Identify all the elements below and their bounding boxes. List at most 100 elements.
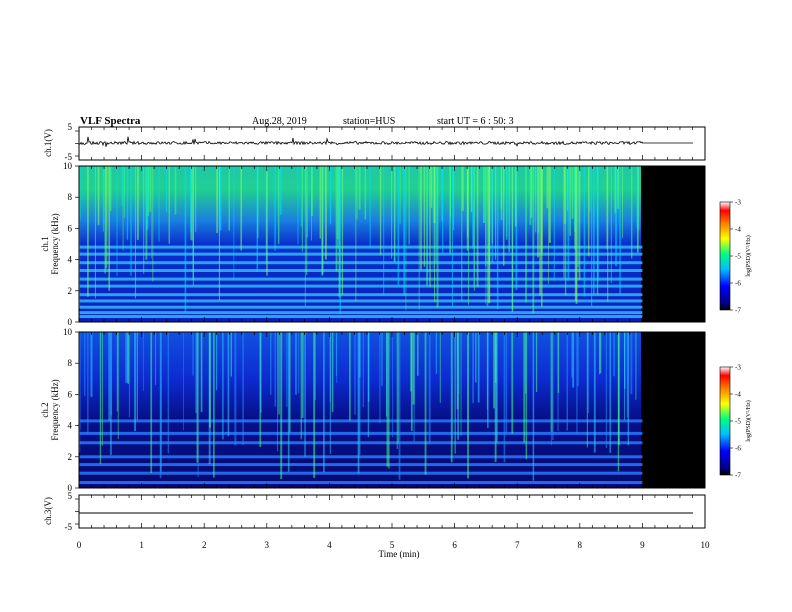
spectral-streak bbox=[636, 166, 638, 229]
ch1-waveform-ylabel: ch.1(V) bbox=[43, 129, 53, 157]
spectral-band bbox=[79, 293, 643, 297]
ch1-colorbar-ticks: -3 -4 -5 -6 -7 bbox=[730, 199, 741, 315]
spectral-streak bbox=[467, 166, 470, 305]
spectral-band bbox=[79, 277, 643, 281]
spectral-streak bbox=[461, 166, 463, 301]
spectral-streak bbox=[590, 166, 593, 306]
spectral-streak bbox=[408, 166, 410, 245]
spectral-streak bbox=[500, 166, 503, 221]
spectral-streak bbox=[576, 166, 579, 268]
spectral-streak bbox=[277, 332, 278, 452]
spectral-streak bbox=[287, 332, 290, 472]
spectral-streak bbox=[152, 166, 154, 282]
spectral-streak bbox=[304, 332, 306, 457]
spectral-streak bbox=[412, 332, 415, 405]
spectral-band bbox=[79, 481, 643, 485]
spectral-streak bbox=[159, 332, 162, 479]
spectral-streak bbox=[476, 166, 479, 288]
spectral-streak bbox=[335, 166, 338, 272]
spectral-streak bbox=[278, 332, 280, 415]
spectral-streak bbox=[122, 166, 124, 251]
spectral-streak bbox=[167, 332, 170, 454]
spectral-streak bbox=[279, 166, 282, 215]
spectral-streak bbox=[358, 332, 361, 455]
spectral-band bbox=[79, 419, 643, 423]
spectral-streak bbox=[147, 166, 150, 216]
spectral-streak bbox=[486, 332, 489, 429]
spectral-streak bbox=[355, 166, 357, 302]
ch1-colorbar-label: log(PSD)(V²/Hz) bbox=[745, 235, 752, 276]
spectral-streak bbox=[240, 166, 243, 251]
spectral-streak bbox=[525, 332, 528, 460]
spectral-streak bbox=[266, 166, 268, 276]
spectral-streak bbox=[436, 166, 439, 308]
spectral-streak bbox=[472, 332, 474, 404]
spectral-streak bbox=[319, 166, 322, 239]
spectral-band bbox=[79, 252, 643, 256]
spectral-streak bbox=[362, 332, 364, 408]
spectral-streak bbox=[155, 332, 156, 385]
spectral-streak bbox=[379, 166, 382, 255]
ch2-spectrogram-bands bbox=[79, 419, 643, 485]
spectral-streak bbox=[102, 166, 104, 232]
spectral-streak bbox=[428, 332, 431, 445]
spectral-streak bbox=[503, 332, 506, 463]
spectral-band bbox=[79, 471, 643, 475]
spectral-streak bbox=[433, 166, 436, 224]
spectral-streak bbox=[116, 332, 119, 412]
spectral-streak bbox=[599, 332, 601, 375]
spectral-streak bbox=[329, 332, 331, 454]
spectral-streak bbox=[571, 332, 573, 378]
spectral-streak bbox=[338, 166, 341, 298]
time-tick-label: 9 bbox=[640, 540, 645, 550]
spectral-streak bbox=[614, 166, 616, 214]
spectral-streak bbox=[483, 166, 485, 224]
spectral-streak bbox=[475, 332, 477, 383]
spectral-streak bbox=[525, 166, 527, 303]
ch2-spectrogram-panel: 0 2 4 6 8 10 ch.2 Frequency (kHz) bbox=[40, 327, 706, 493]
frequency-tick-label: 6 bbox=[68, 223, 73, 233]
spectral-streak bbox=[196, 332, 199, 463]
spectral-streak bbox=[367, 332, 370, 402]
spectral-streak bbox=[151, 166, 153, 259]
spectral-streak bbox=[456, 332, 459, 410]
spectral-streak bbox=[336, 332, 338, 384]
spectral-streak bbox=[357, 332, 360, 474]
spectral-streak bbox=[494, 332, 497, 462]
spectral-streak bbox=[593, 332, 596, 453]
spectral-streak bbox=[324, 166, 327, 260]
spectral-streak bbox=[331, 332, 334, 412]
spectral-streak bbox=[337, 166, 339, 249]
spectral-streak bbox=[624, 332, 626, 420]
colorbar-tick-label: -5 bbox=[735, 253, 741, 261]
spectral-band bbox=[79, 305, 643, 309]
ch2-colorbar: -3 -4 -5 -6 -7 log(PSD)(V²/Hz) bbox=[719, 364, 752, 480]
spectral-streak bbox=[97, 166, 100, 225]
spectral-streak bbox=[442, 166, 444, 254]
spectral-streak bbox=[432, 166, 434, 269]
spectral-band bbox=[79, 299, 643, 303]
frequency-tick-label: 0 bbox=[68, 317, 73, 327]
spectral-streak bbox=[606, 166, 608, 250]
ch3-waveform-panel: 5 -5 ch.3(V) bbox=[43, 491, 706, 532]
spectral-streak bbox=[397, 332, 399, 444]
spectral-streak bbox=[514, 166, 517, 227]
spectral-streak bbox=[136, 332, 138, 420]
spectral-streak bbox=[192, 166, 194, 281]
spectral-streak bbox=[569, 166, 571, 236]
spectral-band bbox=[79, 463, 643, 467]
ch2-colorbar-label: log(PSD)(V²/Hz) bbox=[745, 400, 752, 441]
spectral-streak bbox=[552, 332, 554, 441]
colorbar-tick-label: -7 bbox=[735, 307, 741, 315]
spectral-streak bbox=[218, 166, 221, 301]
colorbar-tick-label: -6 bbox=[735, 280, 741, 288]
spectral-streak bbox=[610, 166, 612, 283]
spectral-streak bbox=[470, 166, 473, 212]
colorbar-tick-label: -7 bbox=[735, 472, 741, 480]
figure-title: VLF Spectra bbox=[80, 115, 141, 127]
spectral-streak bbox=[441, 166, 443, 221]
spectral-streak bbox=[491, 166, 494, 263]
spectral-streak bbox=[487, 166, 489, 306]
spectral-streak bbox=[234, 332, 237, 446]
spectral-streak bbox=[615, 166, 617, 267]
